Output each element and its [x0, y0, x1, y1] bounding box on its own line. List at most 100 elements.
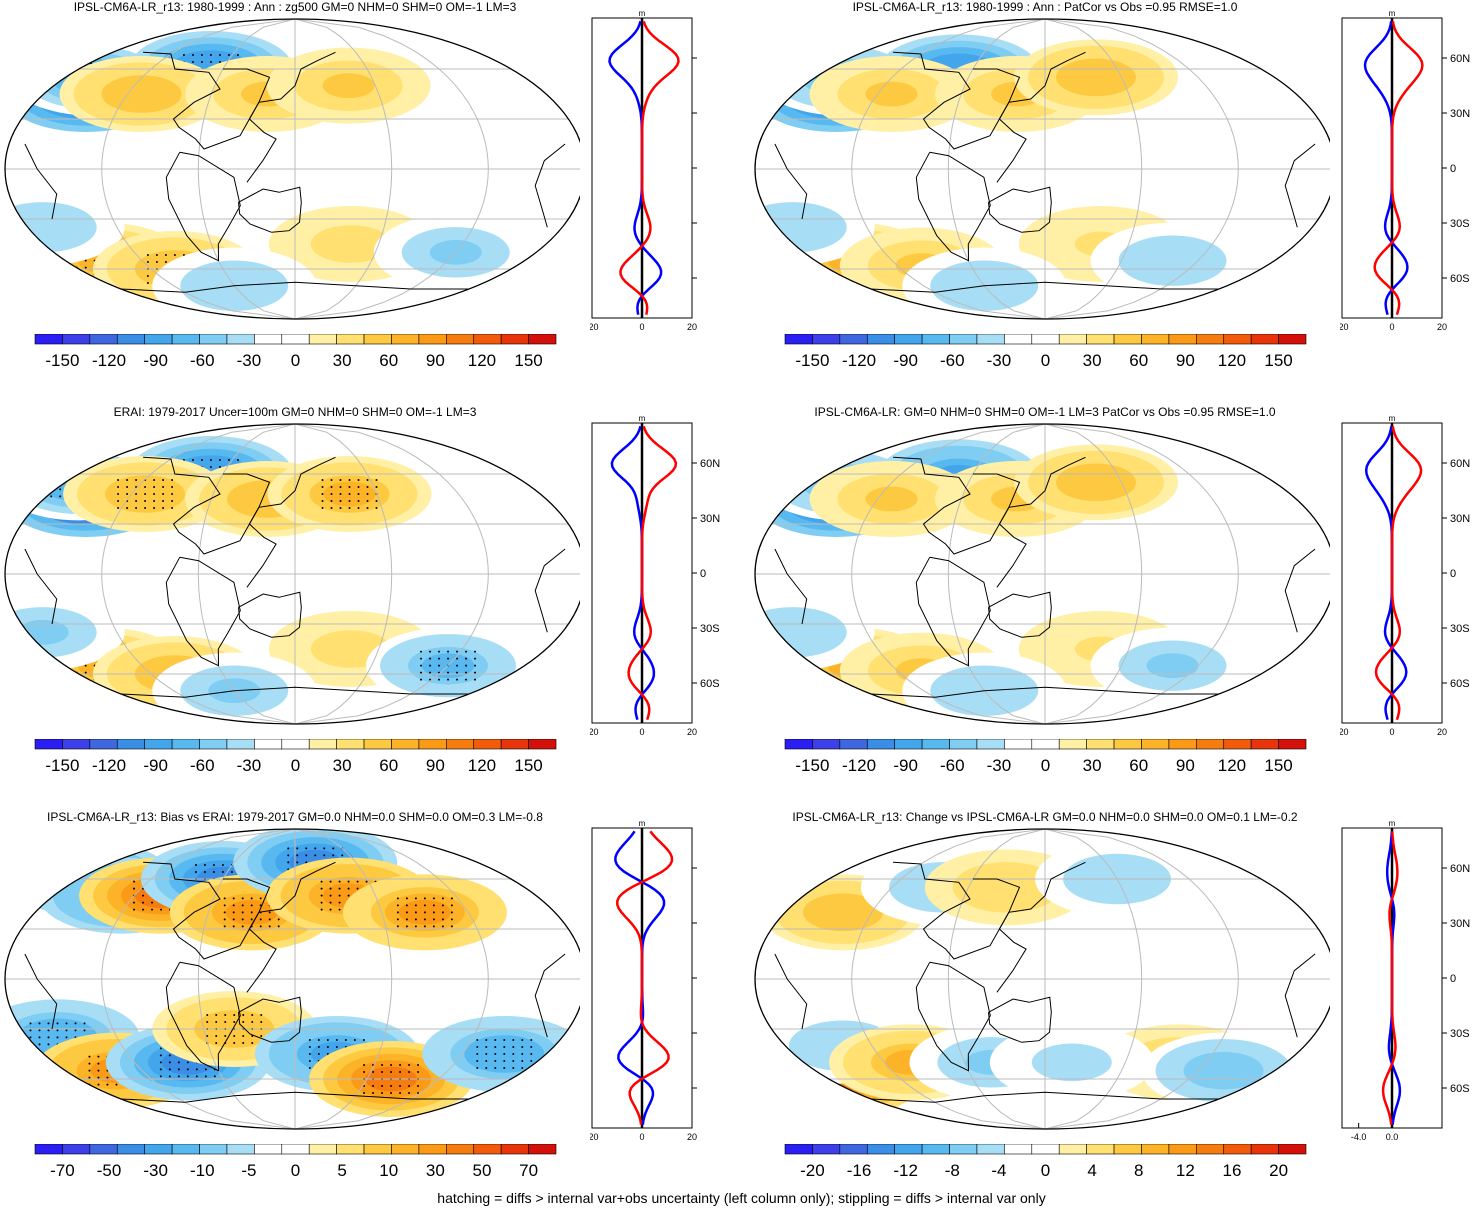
colorbar-swatch — [1250, 1144, 1279, 1155]
stipple-dot — [204, 1068, 207, 1071]
stipple-dot — [277, 925, 280, 928]
profile-obs-line — [608, 20, 663, 315]
stipple-dot — [521, 1053, 524, 1055]
stipple-dot — [447, 678, 450, 681]
colorbar-tick-label: 50 — [473, 1161, 492, 1180]
colorbar-tick-label: -5 — [241, 1161, 256, 1180]
profile-xtick-label: 20 — [687, 322, 697, 332]
stipple-dot — [153, 500, 156, 502]
stipple-dot — [321, 500, 324, 502]
profile-ytick-label: 30S — [700, 623, 720, 635]
colorbar-tick-label: 30 — [333, 351, 352, 370]
colorbar-swatch — [308, 739, 337, 750]
stipple-dot — [250, 897, 253, 900]
colorbar-swatch — [336, 334, 365, 345]
colorbar-swatch — [500, 334, 529, 345]
anomaly-contour-1-4 — [816, 899, 869, 925]
colorbar-tick-label: -90 — [893, 756, 918, 775]
colorbar-tick-label: -30 — [237, 351, 262, 370]
colorbar-swatch — [254, 1144, 283, 1155]
stipple-dot — [429, 671, 432, 674]
colorbar-swatch — [1031, 1144, 1060, 1155]
stipple-dot — [260, 1021, 263, 1023]
stipple-dot — [330, 486, 333, 488]
stipple-dot — [133, 908, 136, 911]
stipple-dot — [84, 259, 87, 262]
stipple-dot — [432, 897, 435, 900]
stipple-dot — [339, 500, 342, 502]
colorbar-swatch — [500, 1144, 529, 1155]
stipple-dot — [47, 1036, 50, 1039]
profile-ytick-label: 30N — [1450, 918, 1470, 930]
stipple-dot — [362, 1039, 365, 1041]
colorbar-swatch — [1058, 739, 1087, 750]
colorbar-swatch — [894, 739, 923, 750]
stipple-dot — [173, 254, 176, 256]
colorbar-tick-label: 120 — [1218, 756, 1246, 775]
stipple-dot — [414, 925, 417, 928]
colorbar-tick-label: 0 — [1041, 351, 1050, 370]
colorbar-tick-label: -150 — [45, 756, 79, 775]
colorbar-swatch — [1058, 334, 1087, 345]
colorbar-swatch — [226, 1144, 255, 1155]
stipple-dot — [74, 1029, 77, 1032]
stipple-dot — [357, 493, 360, 495]
stipple-dot — [62, 871, 65, 873]
stipple-dot — [84, 671, 87, 674]
stipple-dot — [224, 1014, 227, 1016]
stipple-dot — [251, 1014, 254, 1016]
profile-model-line — [619, 20, 680, 315]
stipple-dot — [339, 493, 342, 495]
stipple-dot — [423, 925, 426, 928]
colorbar-swatch — [144, 334, 173, 345]
stipple-dot — [50, 481, 53, 484]
stipple-dot — [456, 650, 459, 653]
stipple-dot — [213, 1075, 216, 1078]
colorbar-swatch — [171, 1144, 200, 1155]
stipple-dot — [84, 678, 87, 681]
colorbar-swatch — [391, 1144, 420, 1155]
stipple-dot — [366, 500, 369, 502]
stipple-dot — [357, 486, 360, 488]
stipple-dot — [65, 1022, 68, 1025]
stipple-dot — [420, 664, 423, 667]
stipple-dot — [232, 911, 235, 914]
stipple-dot — [494, 1039, 497, 1041]
stipple-dot — [133, 901, 136, 904]
stipple-dot — [153, 486, 156, 488]
profile-xtick-label: 0 — [639, 322, 644, 332]
stipple-dot — [348, 486, 351, 488]
stipple-dot — [423, 911, 426, 914]
colorbar-swatch — [812, 739, 841, 750]
stipple-dot — [330, 500, 333, 502]
colorbar-swatch — [1250, 334, 1279, 345]
stipple-dot — [88, 1076, 91, 1079]
colorbar-swatch — [1058, 1144, 1087, 1155]
stipple-dot — [260, 1035, 263, 1037]
colorbar-swatch — [391, 739, 420, 750]
stipple-dot — [474, 664, 477, 667]
colorbar-tick-label: -30 — [143, 1161, 168, 1180]
stipple-dot — [159, 1061, 162, 1064]
stipple-dot — [372, 1092, 375, 1094]
profile-ytick-label: 30N — [700, 513, 720, 525]
stipple-dot — [414, 897, 417, 900]
stipple-dot — [115, 1083, 118, 1086]
map-plot — [4, 828, 580, 1130]
stipple-dot — [62, 885, 65, 887]
colorbar-swatch — [308, 1144, 337, 1155]
colorbar-swatch — [281, 739, 310, 750]
stipple-dot — [38, 1029, 41, 1032]
stipple-dot — [218, 459, 221, 461]
stipple-dot — [232, 925, 235, 928]
colorbar-tick-label: -30 — [237, 756, 262, 775]
stipple-dot — [50, 467, 53, 470]
colorbar-tick-label: 90 — [426, 351, 445, 370]
colorbar-swatch — [1196, 334, 1225, 345]
stipple-dot — [83, 1029, 86, 1032]
colorbar-tick-label: -150 — [795, 351, 829, 370]
stipple-dot — [146, 261, 149, 263]
stipple-dot — [450, 911, 453, 914]
stipple-dot — [171, 507, 174, 509]
colorbar-swatch — [1223, 1144, 1252, 1155]
